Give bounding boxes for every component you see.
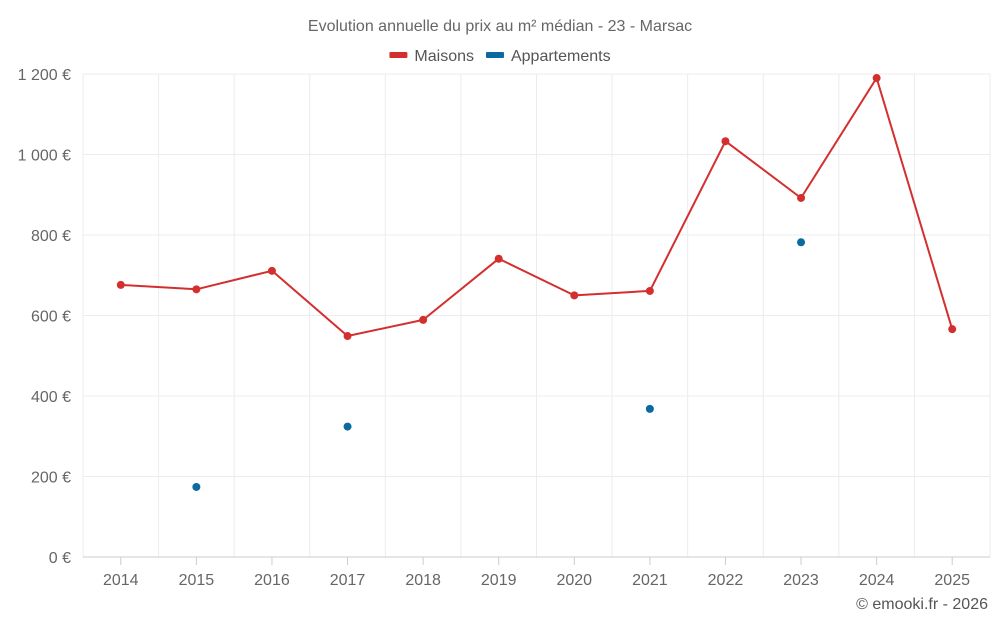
x-tick-label: 2024 (859, 572, 895, 589)
data-point-appartements-2021[interactable] (645, 404, 654, 413)
data-point-maisons-2020[interactable] (570, 291, 579, 300)
series-appartements (192, 238, 806, 491)
legend-label: Maisons (414, 48, 474, 65)
legend-item-maisons[interactable]: Maisons (389, 48, 474, 65)
grid (82, 73, 991, 557)
data-point-maisons-2018[interactable] (419, 315, 428, 324)
series-maisons (116, 74, 957, 341)
x-tick-label: 2021 (632, 572, 668, 589)
y-tick-label: 1 200 € (18, 67, 71, 84)
y-tick-label: 800 € (31, 228, 71, 245)
legend-item-appartements[interactable]: Appartements (485, 48, 611, 65)
legend[interactable]: Maisons Appartements (389, 48, 611, 65)
data-point-maisons-2024[interactable] (872, 74, 881, 83)
series-line-maisons (120, 77, 954, 337)
chart-title: Evolution annuelle du prix au m² médian … (308, 18, 692, 35)
data-point-maisons-2017[interactable] (343, 332, 352, 341)
x-tick-label: 2023 (783, 572, 819, 589)
y-tick-label: 400 € (31, 389, 71, 406)
data-point-maisons-2019[interactable] (494, 254, 503, 263)
legend-swatch (485, 52, 504, 58)
series-layer (116, 74, 957, 491)
x-tick-label: 2020 (556, 572, 592, 589)
axes: 0 € 200 € 400 € 600 € 800 € 1 000 € 1 200 € 201… (18, 67, 990, 589)
y-tick-label: 200 € (31, 470, 71, 487)
data-point-maisons-2016[interactable] (267, 266, 276, 275)
credit-text: © emooki.fr - 2026 (856, 596, 988, 613)
y-tick-label: 1 000 € (18, 148, 71, 165)
data-point-maisons-2022[interactable] (721, 137, 730, 146)
y-tick-label: 600 € (31, 309, 71, 326)
y-tick-label: 0 € (49, 550, 71, 567)
x-tick-label: 2018 (405, 572, 441, 589)
data-point-maisons-2021[interactable] (645, 286, 654, 295)
x-tick-label: 2025 (934, 572, 970, 589)
legend-swatch (389, 52, 408, 58)
data-point-maisons-2025[interactable] (948, 325, 957, 334)
data-point-maisons-2014[interactable] (116, 280, 125, 289)
data-point-appartements-2017[interactable] (343, 422, 352, 431)
x-tick-label: 2016 (254, 572, 290, 589)
legend-label: Appartements (511, 48, 611, 65)
x-tick-label: 2015 (179, 572, 215, 589)
x-tick-label: 2014 (103, 572, 139, 589)
x-tick-label: 2022 (708, 572, 744, 589)
data-point-maisons-2023[interactable] (797, 193, 806, 202)
x-tick-label: 2019 (481, 572, 517, 589)
data-point-appartements-2023[interactable] (797, 238, 806, 247)
data-point-appartements-2015[interactable] (192, 482, 201, 491)
x-tick-label: 2017 (330, 572, 366, 589)
data-point-maisons-2015[interactable] (192, 285, 201, 294)
